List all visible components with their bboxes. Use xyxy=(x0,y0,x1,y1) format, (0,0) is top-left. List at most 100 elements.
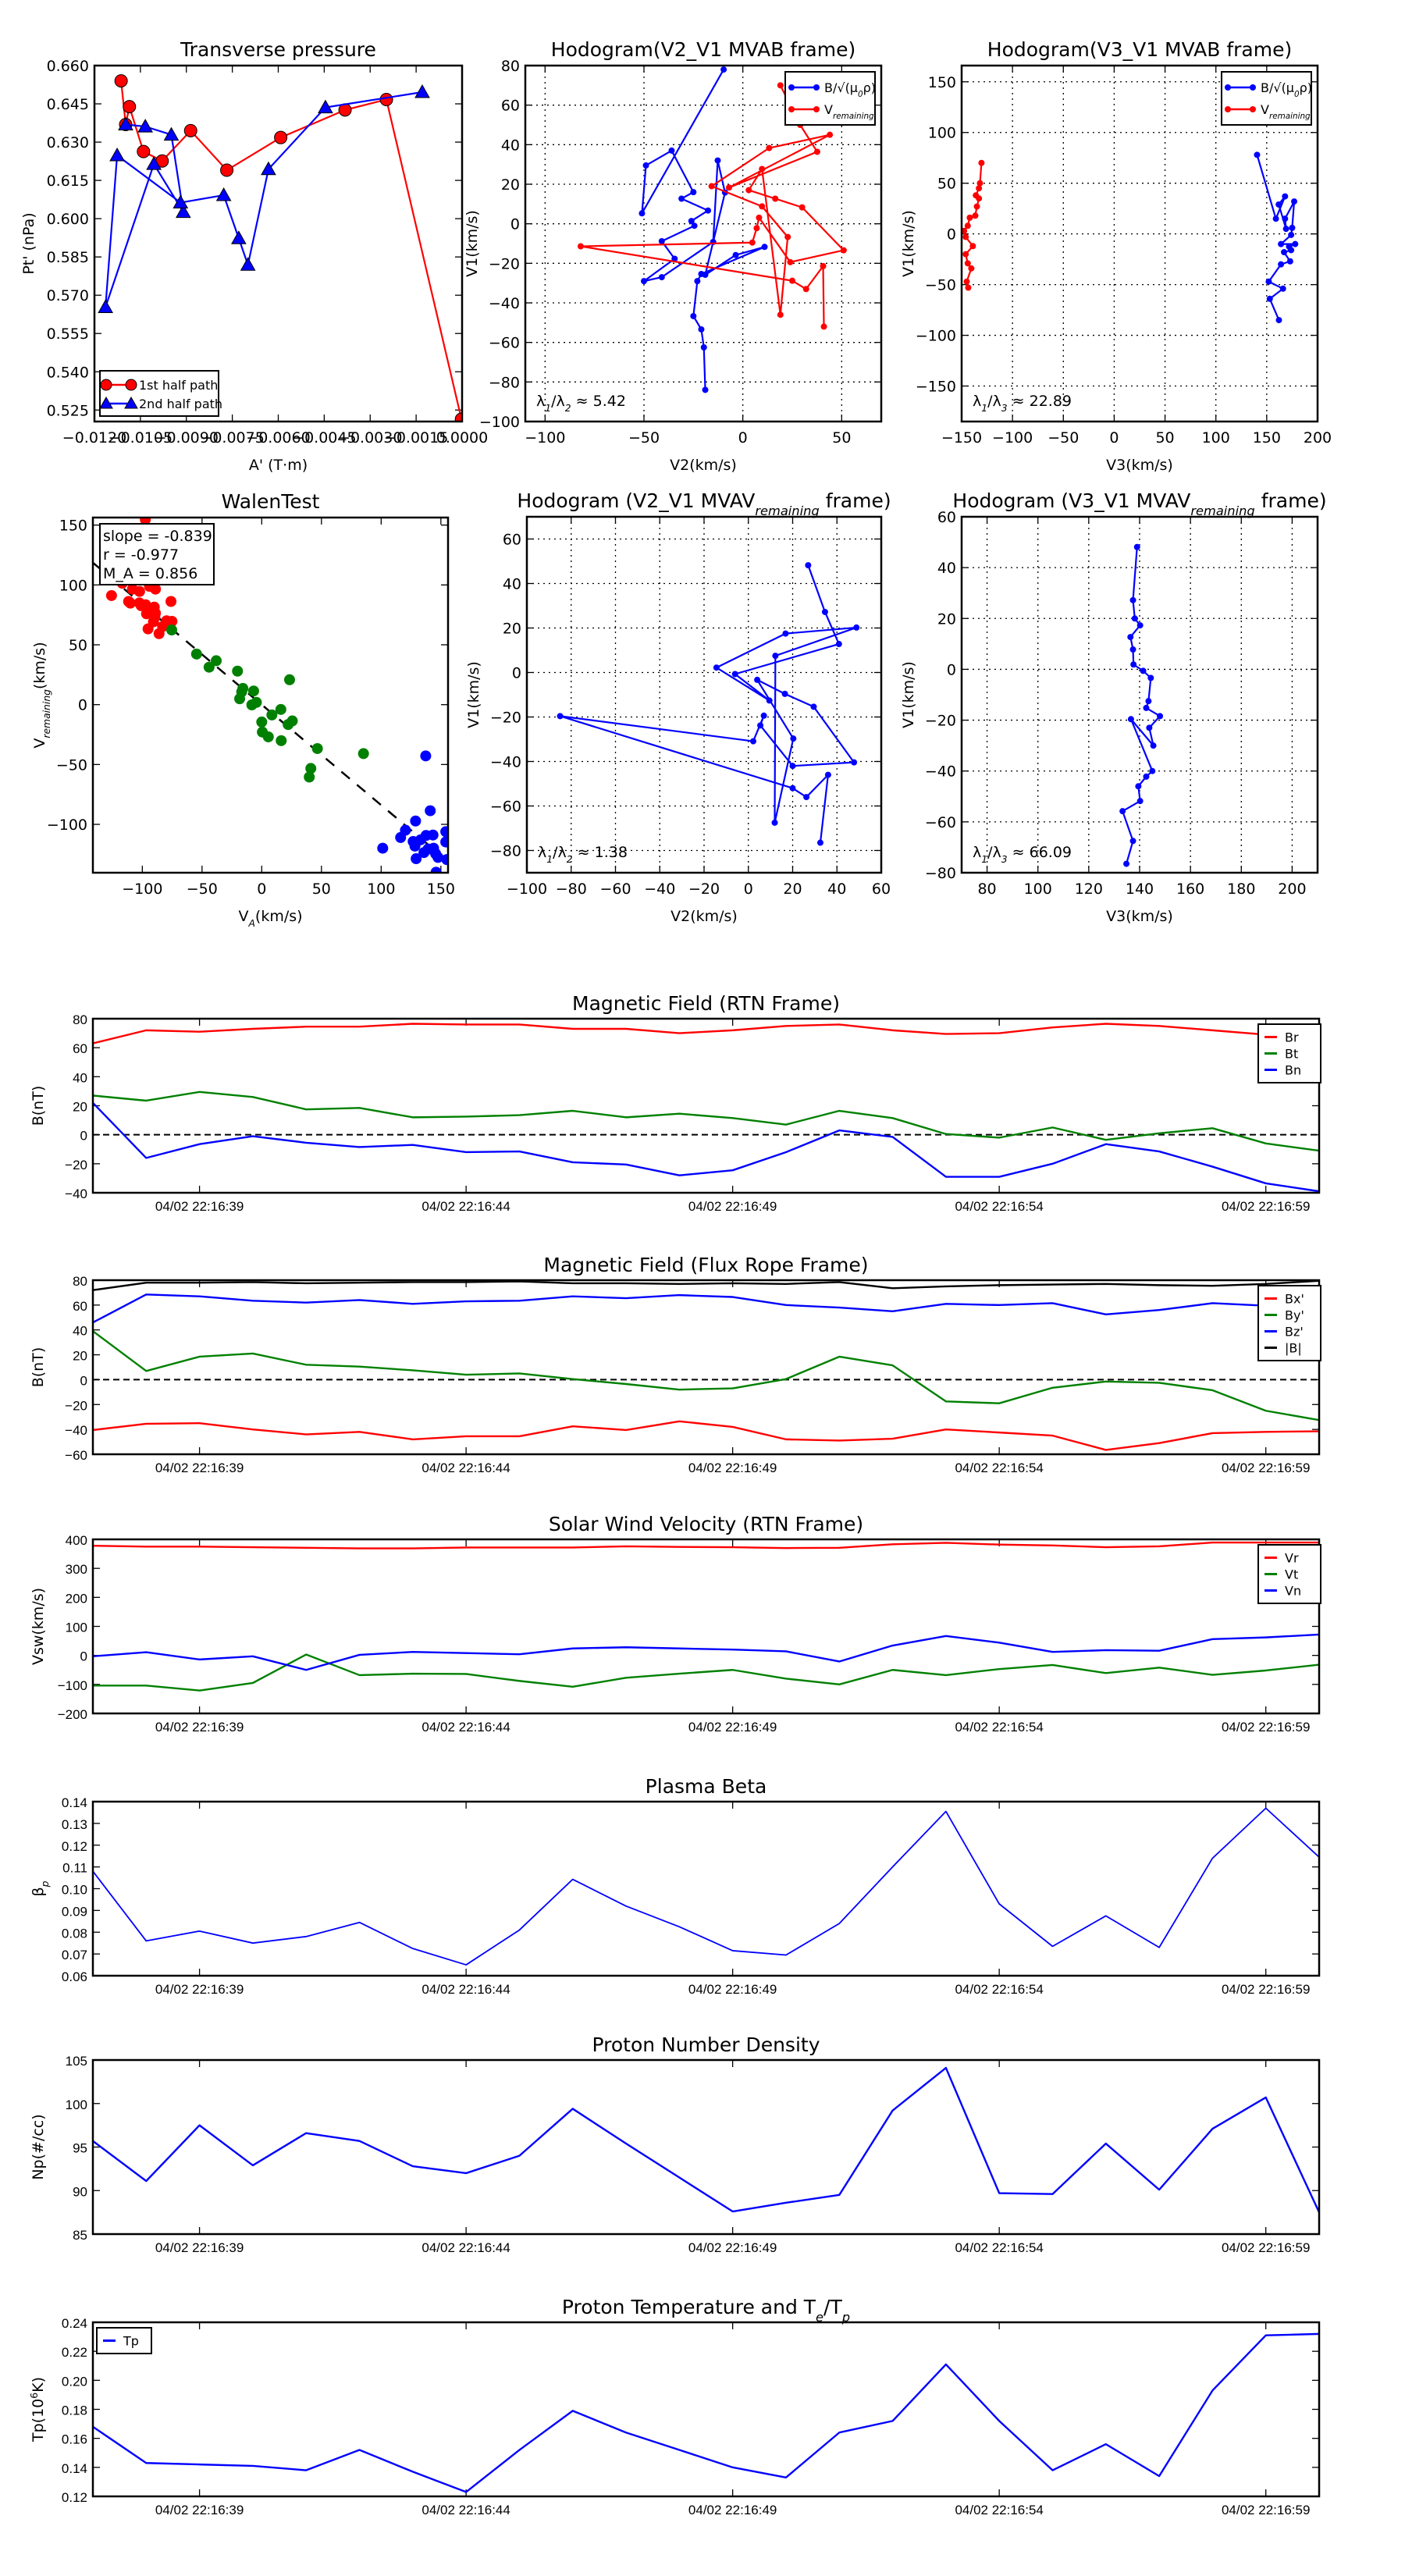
fit-statistic: slope = -0.839 xyxy=(103,528,212,545)
chart-proton-temperature-and-te-tp: Proton Temperature and Te/Tp 04/02 22:16:… xyxy=(29,2296,1321,2517)
data-point xyxy=(787,258,794,265)
y-tick-label: 20 xyxy=(503,621,521,638)
y-tick-label: 0.12 xyxy=(62,2490,87,2505)
x-tick-label: 04/02 22:16:49 xyxy=(688,1461,777,1475)
series-vr xyxy=(93,1541,1319,1550)
y-tick-label: −60 xyxy=(489,335,520,352)
plot-area xyxy=(577,66,847,393)
data-point xyxy=(1129,646,1136,653)
y-tick-label: 100 xyxy=(66,1621,87,1635)
data-point xyxy=(714,157,721,164)
chart-title: Plasma Beta xyxy=(646,1775,767,1798)
legend-item-vn: Vn xyxy=(1264,1584,1301,1599)
legend-label-part: V xyxy=(824,102,833,117)
x-tick-label: 04/02 22:16:44 xyxy=(422,1982,510,1997)
x-tick-label: 200 xyxy=(1278,881,1306,898)
legend-label: Br xyxy=(1285,1030,1299,1045)
data-point xyxy=(557,713,564,720)
data-point xyxy=(1147,674,1154,681)
legend-item-bt: Bt xyxy=(1264,1047,1298,1062)
legend-label: Bz' xyxy=(1285,1325,1304,1340)
x-tick-label: 200 xyxy=(1304,429,1332,447)
data-point xyxy=(440,836,448,848)
y-tick-label: 0.615 xyxy=(47,173,89,190)
eigenvalue-ratio-annotation-part: 1 xyxy=(981,403,987,414)
chart-title-part: p xyxy=(841,2310,850,2325)
plot-area xyxy=(557,562,860,846)
legend-item-b-0: B/√(μ0ρ) xyxy=(788,80,876,99)
y-tick-label: 40 xyxy=(501,137,520,154)
y-tick-label: 400 xyxy=(66,1533,87,1548)
chart-title-part: remaining xyxy=(1190,503,1254,518)
x-tick-label: 04/02 22:16:54 xyxy=(955,1461,1043,1475)
chart-title-part: frame) xyxy=(820,489,891,512)
data-point xyxy=(772,653,779,660)
legend-item-bx: Bx' xyxy=(1264,1292,1304,1307)
x-tick-label: 04/02 22:16:39 xyxy=(155,2503,244,2517)
x-tick-label: 20 xyxy=(783,881,802,898)
x-tick-label: 04/02 22:16:39 xyxy=(155,1461,244,1475)
data-point xyxy=(777,311,784,318)
data-point xyxy=(175,204,191,219)
x-tick-label: 0 xyxy=(1109,429,1119,447)
data-point xyxy=(803,794,810,801)
y-tick-label: 40 xyxy=(73,1070,87,1085)
x-tick-label: 04/02 22:16:59 xyxy=(1222,1199,1310,1214)
y-axis-label: V1(km/s) xyxy=(900,661,917,728)
data-point xyxy=(379,92,393,106)
x-tick-label: 50 xyxy=(1155,429,1174,447)
data-point xyxy=(1135,783,1142,790)
chart-title-part: Hodogram (V3_V1 MVAV xyxy=(952,489,1190,512)
y-axis-label-part: β xyxy=(30,1887,47,1896)
legend-item-vremaining: Vremaining xyxy=(1225,102,1311,121)
x-axis-label: V2(km/s) xyxy=(670,908,738,925)
legend-marker xyxy=(1225,84,1231,91)
data-point xyxy=(305,763,317,774)
data-point xyxy=(276,735,287,746)
y-tick-label: 150 xyxy=(928,74,956,91)
data-point xyxy=(190,648,202,660)
x-tick-label: −0.0045 xyxy=(292,429,356,447)
eigenvalue-ratio-annotation-part: /λ xyxy=(551,393,565,410)
y-tick-label: 60 xyxy=(501,98,520,115)
y-tick-label: 300 xyxy=(66,1562,87,1577)
data-point xyxy=(1282,193,1289,200)
y-tick-label: 50 xyxy=(69,637,87,654)
y-tick-label: −100 xyxy=(916,328,956,345)
axes-frame xyxy=(91,1279,1321,1456)
x-axis-label: V3(km/s) xyxy=(1106,457,1173,474)
data-point xyxy=(835,641,842,648)
legend-marker xyxy=(813,106,820,112)
chart-title-part: e xyxy=(816,2310,823,2325)
legend-label: Tp xyxy=(123,2334,139,2349)
x-axis-label: V3(km/s) xyxy=(1106,908,1173,925)
y-tick-label: 100 xyxy=(928,125,956,142)
chart-title-part: Proton Temperature and T xyxy=(562,2296,816,2318)
eigenvalue-ratio-annotation-part: ≈ 66.09 xyxy=(1008,844,1072,861)
x-tick-label: 04/02 22:16:44 xyxy=(422,2240,510,2255)
series-line xyxy=(93,1633,1319,1671)
fit-statistic: r = -0.977 xyxy=(103,546,179,564)
data-point xyxy=(140,608,152,620)
y-tick-label: −60 xyxy=(490,799,521,816)
axes-frame xyxy=(960,64,1319,423)
x-tick-label: 04/02 22:16:59 xyxy=(1222,2503,1310,2517)
legend-label-part: ρ) xyxy=(863,80,876,95)
data-point xyxy=(784,233,791,240)
y-tick-label: −40 xyxy=(65,1423,87,1438)
fit-statistic: M_A = 0.856 xyxy=(103,565,197,582)
data-point xyxy=(427,829,439,841)
data-point xyxy=(1272,215,1279,222)
y-tick-label: 60 xyxy=(73,1041,87,1056)
eigenvalue-ratio-annotation: λ1/λ2 ≈ 5.42 xyxy=(536,393,626,414)
x-tick-label: 0 xyxy=(738,429,748,447)
plot-area xyxy=(1119,543,1164,867)
y-tick-label: 0 xyxy=(80,1373,87,1388)
data-point xyxy=(962,251,969,258)
y-tick-label: −20 xyxy=(65,1398,87,1413)
data-point xyxy=(150,583,162,595)
data-point xyxy=(777,82,784,89)
data-point xyxy=(694,278,701,285)
chart-hodogram-v3-v1-mvab-frame: Hodogram(V3_V1 MVAB frame) −150 −100 −50 0 50… xyxy=(900,38,1332,474)
data-point xyxy=(1266,295,1273,302)
